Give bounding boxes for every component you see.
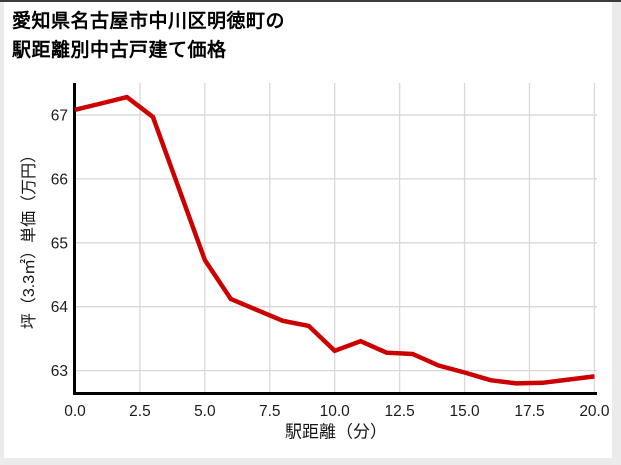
y-tick-label: 67 bbox=[51, 107, 68, 124]
x-tick-label: 0.0 bbox=[64, 403, 86, 420]
chart-title-line1: 愛知県名古屋市中川区明徳町の bbox=[12, 11, 286, 32]
x-tick-label: 5.0 bbox=[194, 403, 216, 420]
x-tick-label: 15.0 bbox=[449, 403, 480, 420]
x-tick-label: 20.0 bbox=[579, 403, 610, 420]
x-tick-label: 2.5 bbox=[129, 403, 151, 420]
top-border-bar bbox=[0, 0, 621, 2]
chart-title: 愛知県名古屋市中川区明徳町の 駅距離別中古戸建て価格 bbox=[12, 7, 285, 65]
x-axis-title: 駅距離（分） bbox=[285, 422, 387, 442]
x-tick-label: 10.0 bbox=[320, 403, 351, 420]
x-tick-label: 12.5 bbox=[385, 403, 415, 420]
y-tick-label: 65 bbox=[51, 235, 68, 252]
chart-title-line2: 駅距離別中古戸建て価格 bbox=[12, 40, 227, 61]
x-tick-label: 17.5 bbox=[514, 403, 544, 420]
y-tick-label: 63 bbox=[51, 363, 68, 380]
x-tick-label: 7.5 bbox=[259, 403, 281, 420]
y-axis-title: 坪（3.3㎡）単価（万円） bbox=[21, 146, 38, 330]
y-tick-label: 64 bbox=[51, 299, 69, 316]
y-tick-label: 66 bbox=[51, 171, 68, 188]
price-line-series bbox=[74, 94, 595, 386]
